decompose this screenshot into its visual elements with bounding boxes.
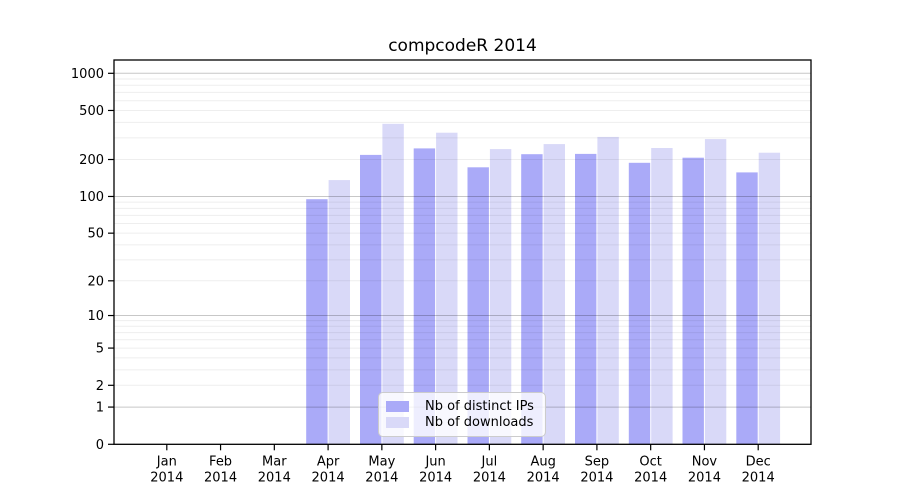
bar-downloads bbox=[704, 139, 727, 445]
bar-downloads bbox=[489, 149, 512, 445]
x-tick-label-month: Apr bbox=[317, 454, 340, 469]
x-tick-label-month: Dec bbox=[746, 454, 771, 469]
bar-downloads bbox=[436, 132, 458, 445]
bar-distinct-ips bbox=[575, 153, 597, 445]
x-tick-label-year: 2014 bbox=[634, 470, 667, 485]
bar-distinct-ips bbox=[682, 157, 704, 445]
bar-downloads bbox=[597, 136, 619, 445]
legend: Nb of distinct IPs Nb of downloads bbox=[378, 392, 546, 437]
legend-label: Nb of distinct IPs bbox=[425, 398, 534, 414]
y-tick-label: 500 bbox=[79, 104, 104, 119]
legend-label: Nb of downloads bbox=[425, 415, 534, 431]
y-tick-label: 50 bbox=[87, 227, 104, 242]
y-tick-label: 5 bbox=[96, 342, 104, 357]
x-tick-label-month: Jan bbox=[156, 454, 177, 469]
x-tick-label-month: May bbox=[368, 454, 395, 469]
y-tick-label: 1000 bbox=[71, 67, 104, 82]
x-tick-label-year: 2014 bbox=[419, 470, 452, 485]
bar-downloads bbox=[651, 148, 673, 445]
bar-downloads bbox=[328, 180, 350, 445]
x-tick-label-month: Sep bbox=[585, 454, 610, 469]
x-tick-label-year: 2014 bbox=[473, 470, 506, 485]
bar-distinct-ips bbox=[360, 154, 382, 445]
y-tick-label: 0 bbox=[96, 438, 104, 453]
x-tick-label-month: Nov bbox=[692, 454, 718, 469]
legend-item: Nb of distinct IPs bbox=[386, 398, 539, 414]
x-tick-label-month: Oct bbox=[639, 454, 661, 469]
x-tick-label-year: 2014 bbox=[527, 470, 560, 485]
x-tick-label-year: 2014 bbox=[258, 470, 291, 485]
bar-downloads bbox=[382, 123, 404, 445]
x-tick-label-year: 2014 bbox=[742, 470, 775, 485]
legend-item: Nb of downloads bbox=[386, 415, 539, 431]
bar-distinct-ips bbox=[521, 154, 543, 445]
bar-downloads bbox=[543, 144, 565, 445]
x-tick-label-year: 2014 bbox=[580, 470, 613, 485]
chart-title: compcodeR 2014 bbox=[388, 36, 537, 56]
x-tick-label-month: Jul bbox=[481, 454, 498, 469]
x-tick-label-month: Feb bbox=[209, 454, 232, 469]
x-tick-label-year: 2014 bbox=[365, 470, 398, 485]
legend-swatch-distinct-ips bbox=[386, 400, 409, 412]
legend-swatch-downloads bbox=[386, 417, 409, 429]
bar-distinct-ips bbox=[413, 148, 436, 445]
y-tick-label: 1 bbox=[96, 401, 104, 416]
x-tick-label-year: 2014 bbox=[688, 470, 721, 485]
bar-distinct-ips bbox=[628, 162, 651, 445]
y-tick-label: 200 bbox=[79, 153, 104, 168]
y-tick-label: 10 bbox=[87, 309, 104, 324]
y-tick-label: 2 bbox=[96, 379, 104, 394]
x-tick-label-month: Mar bbox=[262, 454, 287, 469]
x-tick-label-month: Jun bbox=[424, 454, 445, 469]
plot-border bbox=[113, 59, 812, 445]
x-tick-label-month: Aug bbox=[530, 454, 555, 469]
bar-distinct-ips bbox=[306, 199, 328, 445]
bar-downloads bbox=[758, 152, 781, 445]
y-tick-label: 100 bbox=[79, 190, 104, 205]
x-tick-label-year: 2014 bbox=[312, 470, 345, 485]
y-tick-label: 20 bbox=[87, 274, 104, 289]
bar-distinct-ips bbox=[736, 172, 758, 445]
x-tick-label-year: 2014 bbox=[150, 470, 183, 485]
bar-distinct-ips bbox=[467, 167, 489, 445]
x-tick-label-year: 2014 bbox=[204, 470, 237, 485]
